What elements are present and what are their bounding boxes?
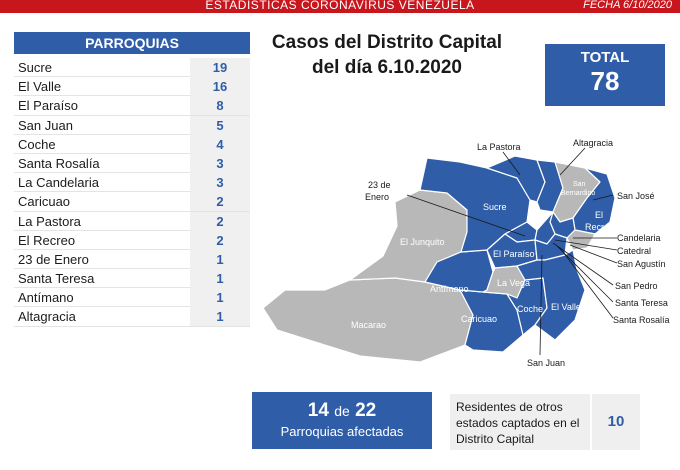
- parroquia-name: El Valle: [18, 79, 62, 95]
- parroquia-value: 2: [190, 192, 250, 212]
- map-label-antimano: Antímano: [430, 284, 469, 294]
- map-label-coche: Coche: [517, 304, 543, 314]
- parroquia-value: 8: [190, 96, 250, 116]
- map-label-la-vega: La Vega: [497, 278, 530, 288]
- parroquia-value: 1: [190, 249, 250, 269]
- parroquia-name: El Paraíso: [18, 98, 78, 114]
- parroquia-name: El Recreo: [18, 232, 76, 248]
- parroquia-name: Antímano: [18, 290, 74, 306]
- parroquia-row: San Juan 5: [14, 115, 250, 135]
- residents-line-3: Distrito Capital: [456, 432, 535, 446]
- residents-box: Residentes de otros estados captados en …: [450, 394, 590, 450]
- banner-date: FECHA 6/10/2020: [583, 0, 672, 11]
- parroquia-value: 5: [190, 115, 250, 135]
- map-label-san-bernardino-1: San: [573, 181, 586, 188]
- parroquia-value: 2: [190, 230, 250, 250]
- callout-santa-teresa: Santa Teresa: [615, 298, 668, 308]
- parroquia-row: Coche 4: [14, 134, 250, 154]
- parroquia-row: El Paraíso 8: [14, 96, 250, 116]
- residents-line-2: estados captados en el: [456, 416, 580, 430]
- total-box: TOTAL 78: [545, 44, 665, 106]
- map-label-san-bernardino-2: Bernardino: [561, 190, 595, 197]
- parroquia-value: 19: [190, 58, 250, 77]
- affected-connector: de: [334, 403, 350, 419]
- callout-san-juan: San Juan: [527, 358, 565, 368]
- parroquia-name: San Juan: [18, 117, 73, 133]
- affected-total: 22: [355, 400, 377, 421]
- title-line-1: Casos del Distrito Capital: [271, 32, 503, 53]
- callout-santa-rosalia: Santa Rosalía: [613, 315, 670, 325]
- parroquia-row: Santa Teresa 1: [14, 269, 250, 289]
- callout-altagracia: Altagracia: [573, 138, 613, 148]
- title-line-2: del día 6.10.2020: [312, 57, 462, 78]
- callout-candelaria: Candelaria: [617, 233, 661, 243]
- map-label-el-valle: El Valle: [551, 302, 581, 312]
- parroquia-value: 16: [190, 77, 250, 97]
- parroquia-value: 3: [190, 153, 250, 173]
- map-label-sucre: Sucre: [483, 202, 507, 212]
- callout-23-enero-1: 23 de: [368, 180, 391, 190]
- parroquia-name: Sucre: [18, 60, 52, 75]
- parroquia-row: Antímano 1: [14, 288, 250, 308]
- parroquia-name: Santa Rosalía: [18, 155, 100, 171]
- parroquia-name: Caricuao: [18, 194, 71, 210]
- parroquia-name: Coche: [18, 136, 56, 152]
- callout-catedral: Catedral: [617, 246, 651, 256]
- callout-san-jose: San José: [617, 191, 655, 201]
- callout-san-agustin: San Agustín: [617, 259, 666, 269]
- parroquia-value: 1: [190, 269, 250, 289]
- parroquia-row: Altagracia 1: [14, 307, 250, 327]
- parroquias-list: Sucre 19 El Valle 16 El Paraíso 8 San Juan 5 Coc…: [14, 58, 250, 327]
- affected-box: 14 de 22 Parroquias afectadas: [252, 392, 432, 449]
- parroquia-name: Altagracia: [18, 309, 76, 325]
- map-label-el-paraiso: El Paraíso: [493, 249, 535, 259]
- parroquia-value: 2: [190, 211, 250, 231]
- residents-line-1: Residentes de otros: [456, 400, 563, 414]
- callout-san-pedro: San Pedro: [615, 281, 658, 291]
- parroquia-value: 1: [190, 288, 250, 308]
- region-el-valle: [516, 249, 586, 341]
- map-label-el-recreo-1: El: [595, 210, 603, 220]
- top-banner: ESTADISTICAS CORONAVIRUS VENEZUELA FECHA…: [0, 0, 680, 13]
- parroquia-row: El Valle 16: [14, 77, 250, 97]
- map-label-macarao: Macarao: [351, 320, 386, 330]
- total-value: 78: [590, 66, 620, 96]
- parroquia-row: La Candelaria 3: [14, 173, 250, 193]
- parroquia-row: Caricuao 2: [14, 192, 250, 212]
- parroquia-row: La Pastora 2: [14, 211, 250, 231]
- parroquia-row: Sucre 19: [14, 58, 250, 78]
- region-san-agustin: [566, 229, 596, 251]
- parroquia-name: La Candelaria: [18, 175, 99, 191]
- map-label-el-junquito: El Junquito: [400, 237, 445, 247]
- banner-title: ESTADISTICAS CORONAVIRUS VENEZUELA: [205, 0, 475, 12]
- page-title: Casos del Distrito Capital del día 6.10.…: [258, 30, 516, 80]
- parroquia-row: Santa Rosalía 3: [14, 153, 250, 174]
- affected-count: 14: [307, 400, 329, 421]
- district-map: Sucre El Junquito San Bernardino El Recr…: [262, 138, 670, 368]
- map-label-el-recreo-2: Recreo: [585, 222, 614, 232]
- callout-la-pastora: La Pastora: [477, 142, 521, 152]
- affected-count-line: 14 de 22: [252, 400, 432, 422]
- affected-label: Parroquias afectadas: [280, 424, 404, 439]
- parroquia-name: Santa Teresa: [18, 271, 95, 287]
- residents-text: Residentes de otros estados captados en …: [456, 399, 588, 447]
- parroquias-header: PARROQUIAS: [14, 32, 250, 54]
- parroquia-row: El Recreo 2: [14, 230, 250, 250]
- parroquia-value: 3: [190, 173, 250, 193]
- total-label: TOTAL: [580, 49, 630, 66]
- callout-23-enero-2: Enero: [365, 192, 389, 202]
- parroquia-name: La Pastora: [18, 213, 81, 229]
- parroquia-row: 23 de Enero 1: [14, 249, 250, 270]
- residents-value: 10: [592, 394, 640, 450]
- parroquia-name: 23 de Enero: [18, 251, 89, 267]
- map-label-caricuao: Caricuao: [461, 314, 497, 324]
- parroquia-value: 1: [190, 307, 250, 327]
- parroquia-value: 4: [190, 134, 250, 154]
